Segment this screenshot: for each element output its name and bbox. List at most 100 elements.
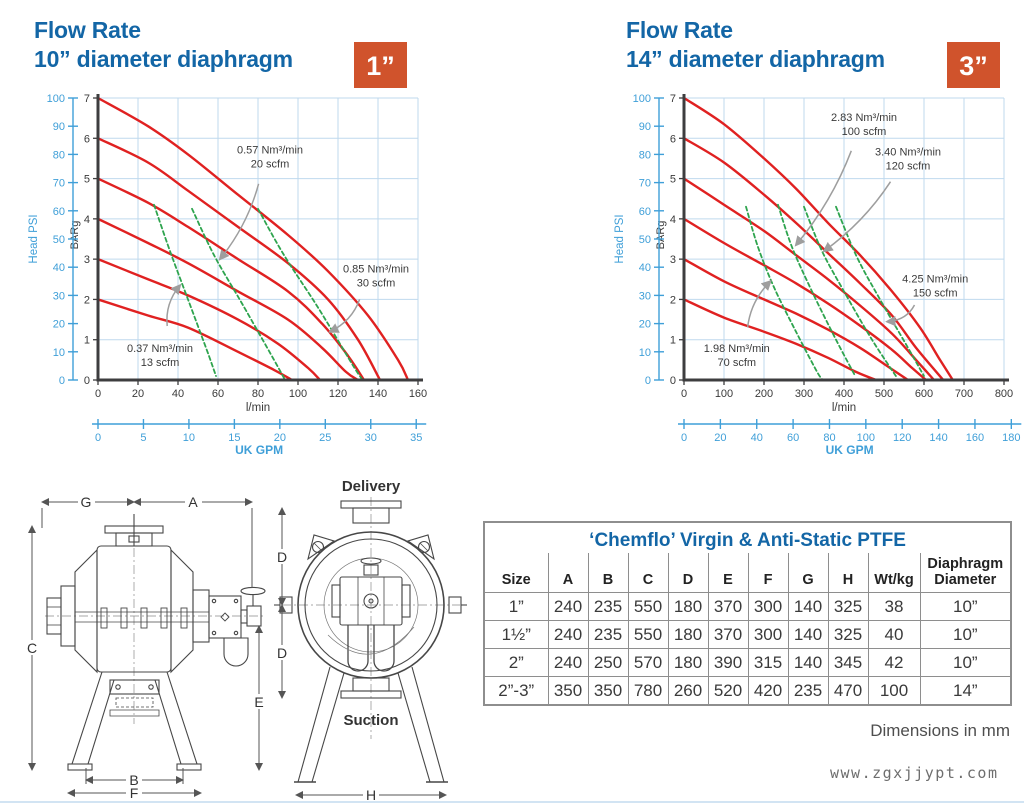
- svg-text:Head PSI: Head PSI: [28, 214, 40, 263]
- svg-text:60: 60: [212, 388, 224, 400]
- svg-text:100: 100: [715, 388, 733, 400]
- svg-text:13 scfm: 13 scfm: [141, 357, 180, 369]
- svg-text:6: 6: [670, 133, 676, 145]
- right-chart-heading-line2: 14” diameter diaphragm: [626, 46, 885, 72]
- svg-text:0: 0: [681, 432, 687, 444]
- svg-text:90: 90: [639, 121, 651, 133]
- svg-text:5: 5: [670, 174, 676, 186]
- table-column-header: C: [627, 553, 669, 594]
- table-column-header: Wt/kg: [867, 553, 921, 594]
- delivery-port-label: Delivery: [342, 478, 401, 495]
- svg-text:20: 20: [639, 319, 651, 331]
- svg-text:90: 90: [53, 121, 65, 133]
- svg-text:0: 0: [95, 432, 101, 444]
- svg-text:140: 140: [369, 388, 387, 400]
- svg-text:30: 30: [639, 290, 651, 302]
- svg-text:80: 80: [53, 149, 65, 161]
- svg-text:2: 2: [84, 294, 90, 306]
- table-row: 2” 240 250 570 180 390 315 140 345 42 10”: [483, 648, 1012, 678]
- svg-text:3: 3: [670, 254, 676, 266]
- svg-text:70 scfm: 70 scfm: [718, 357, 757, 369]
- svg-text:100: 100: [857, 432, 875, 444]
- table-row: 1” 240 235 550 180 370 300 140 325 38 10”: [483, 592, 1012, 622]
- svg-text:180: 180: [1002, 432, 1020, 444]
- svg-text:BARg: BARg: [69, 221, 81, 250]
- svg-text:60: 60: [787, 432, 799, 444]
- front-dim-label-h: H: [366, 787, 376, 803]
- svg-text:50: 50: [639, 234, 651, 246]
- svg-text:1: 1: [670, 335, 676, 347]
- svg-text:20: 20: [274, 432, 286, 444]
- svg-text:600: 600: [915, 388, 933, 400]
- svg-text:2.83 Nm³/min: 2.83 Nm³/min: [831, 112, 897, 124]
- svg-text:40: 40: [172, 388, 184, 400]
- svg-text:0.85 Nm³/min: 0.85 Nm³/min: [343, 263, 409, 275]
- svg-text:l/min: l/min: [832, 402, 856, 414]
- side-dim-label-g: G: [81, 494, 92, 510]
- svg-text:0: 0: [670, 375, 676, 387]
- svg-text:0: 0: [95, 388, 101, 400]
- svg-text:0: 0: [681, 388, 687, 400]
- table-column-header: D: [667, 553, 709, 594]
- svg-text:100 scfm: 100 scfm: [842, 126, 887, 138]
- svg-text:0: 0: [84, 375, 90, 387]
- svg-text:120 scfm: 120 scfm: [886, 160, 931, 172]
- svg-text:3: 3: [84, 254, 90, 266]
- right-chart-heading: Flow Rate 14” diameter diaphragm: [626, 16, 885, 74]
- svg-text:160: 160: [409, 388, 427, 400]
- left-chart-heading: Flow Rate 10” diameter diaphragm: [34, 16, 293, 74]
- table-column-header: G: [787, 553, 829, 594]
- svg-text:10: 10: [183, 432, 195, 444]
- svg-text:40: 40: [751, 432, 763, 444]
- svg-text:2: 2: [670, 294, 676, 306]
- svg-text:l/min: l/min: [246, 402, 270, 414]
- svg-text:30 scfm: 30 scfm: [357, 277, 396, 289]
- svg-text:80: 80: [639, 149, 651, 161]
- side-dim-label-b: B: [129, 772, 138, 788]
- svg-text:200: 200: [755, 388, 773, 400]
- svg-text:50: 50: [53, 234, 65, 246]
- side-dim-label-f: F: [130, 785, 139, 799]
- watermark: www.zgxjjypt.com: [830, 764, 999, 782]
- table-row: 1½” 240 235 550 180 370 300 140 325 40 10”: [483, 620, 1012, 650]
- svg-text:3.40 Nm³/min: 3.40 Nm³/min: [875, 146, 941, 158]
- svg-text:80: 80: [823, 432, 835, 444]
- svg-text:150 scfm: 150 scfm: [913, 287, 958, 299]
- svg-text:20: 20: [714, 432, 726, 444]
- svg-text:500: 500: [875, 388, 893, 400]
- svg-text:40: 40: [639, 262, 651, 274]
- svg-text:60: 60: [639, 206, 651, 218]
- svg-text:Head PSI: Head PSI: [614, 214, 626, 263]
- svg-text:80: 80: [252, 388, 264, 400]
- svg-text:10: 10: [639, 347, 651, 359]
- svg-text:100: 100: [633, 93, 651, 105]
- svg-text:700: 700: [955, 388, 973, 400]
- svg-text:6: 6: [84, 133, 90, 145]
- svg-text:300: 300: [795, 388, 813, 400]
- svg-text:35: 35: [410, 432, 422, 444]
- svg-text:0: 0: [59, 375, 65, 387]
- table-column-header: E: [707, 553, 749, 594]
- svg-text:70: 70: [639, 178, 651, 190]
- svg-text:4: 4: [84, 214, 90, 226]
- svg-text:30: 30: [365, 432, 377, 444]
- svg-text:20: 20: [53, 319, 65, 331]
- svg-text:400: 400: [835, 388, 853, 400]
- svg-text:5: 5: [140, 432, 146, 444]
- table-column-header: B: [587, 553, 629, 594]
- left-chart-heading-line2: 10” diameter diaphragm: [34, 46, 293, 72]
- svg-text:30: 30: [53, 290, 65, 302]
- svg-text:7: 7: [84, 93, 90, 105]
- dimensions-units-note: Dimensions in mm: [870, 721, 1010, 740]
- svg-text:40: 40: [53, 262, 65, 274]
- side-dim-label-e: E: [254, 694, 263, 710]
- svg-text:160: 160: [966, 432, 984, 444]
- dimensions-table: ‘Chemflo’ Virgin & Anti-Static PTFE Size A…: [483, 521, 1013, 707]
- table-column-header: Size: [483, 553, 549, 594]
- svg-text:120: 120: [893, 432, 911, 444]
- svg-text:1.98 Nm³/min: 1.98 Nm³/min: [704, 343, 770, 355]
- svg-text:1: 1: [84, 335, 90, 347]
- svg-text:0: 0: [645, 375, 651, 387]
